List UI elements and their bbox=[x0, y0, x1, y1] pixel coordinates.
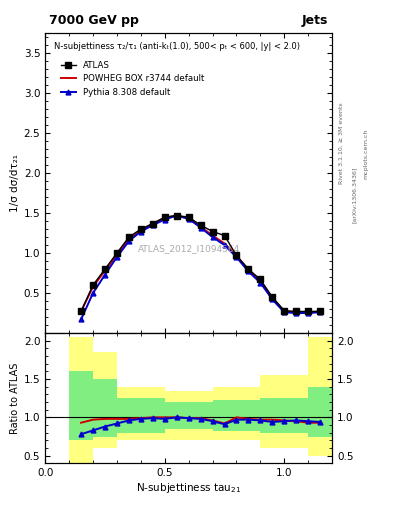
Y-axis label: Ratio to ATLAS: Ratio to ATLAS bbox=[9, 362, 20, 434]
Text: mcplots.cern.ch: mcplots.cern.ch bbox=[364, 129, 369, 179]
Legend: ATLAS, POWHEG BOX r3744 default, Pythia 8.308 default: ATLAS, POWHEG BOX r3744 default, Pythia … bbox=[57, 58, 208, 100]
X-axis label: N-subjettiness tau$_{21}$: N-subjettiness tau$_{21}$ bbox=[136, 481, 241, 495]
Text: N-subjettiness τ₂/τ₁ (anti-kₜ(1.0), 500< pₜ < 600, |y| < 2.0): N-subjettiness τ₂/τ₁ (anti-kₜ(1.0), 500<… bbox=[54, 42, 300, 51]
Text: [arXiv:1306.3436]: [arXiv:1306.3436] bbox=[352, 166, 357, 223]
Text: ATLAS_2012_I1094564: ATLAS_2012_I1094564 bbox=[138, 245, 240, 253]
Text: 7000 GeV pp: 7000 GeV pp bbox=[49, 14, 139, 27]
Text: Jets: Jets bbox=[302, 14, 328, 27]
Text: Rivet 3.1.10, ≥ 3M events: Rivet 3.1.10, ≥ 3M events bbox=[339, 102, 344, 184]
Y-axis label: 1/σ dσ/dτ₂₁: 1/σ dσ/dτ₂₁ bbox=[9, 154, 20, 212]
